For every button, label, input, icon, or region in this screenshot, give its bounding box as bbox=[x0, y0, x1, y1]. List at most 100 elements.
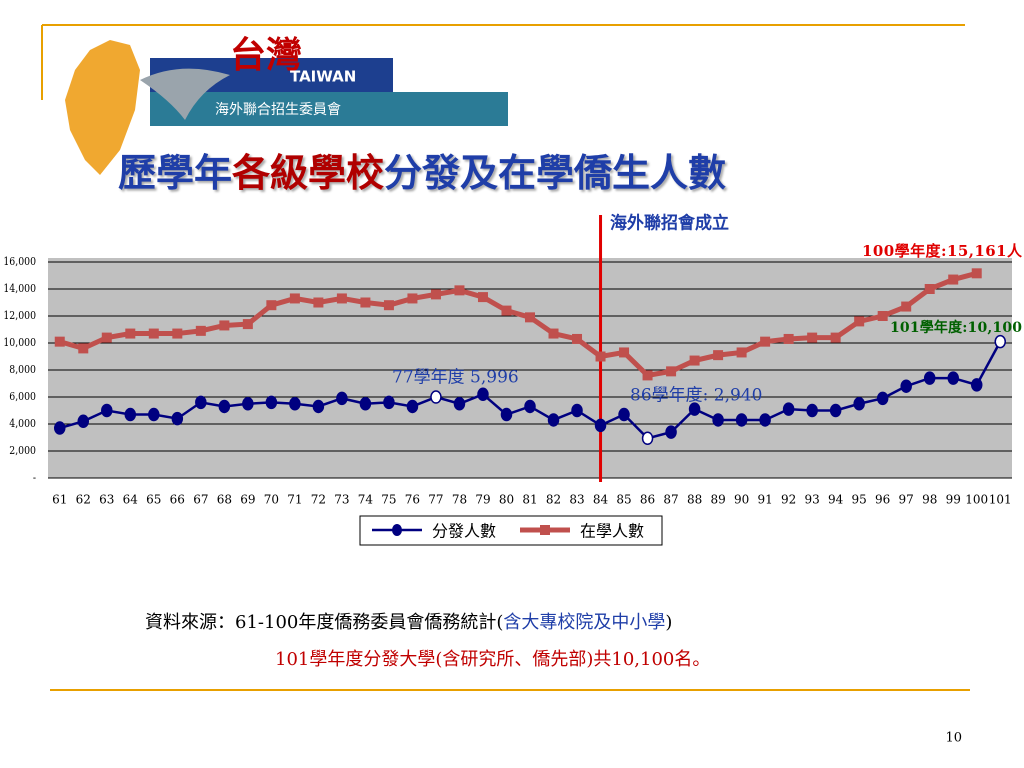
point bbox=[572, 333, 583, 344]
y-tick-label: 8,000 bbox=[9, 365, 36, 377]
x-tick-label: 84 bbox=[593, 493, 609, 507]
point bbox=[665, 425, 677, 439]
point bbox=[360, 297, 371, 308]
x-tick-label: 76 bbox=[405, 493, 420, 507]
point bbox=[619, 347, 630, 358]
x-tick-label: 74 bbox=[358, 493, 374, 507]
point bbox=[125, 328, 136, 339]
point bbox=[195, 395, 207, 410]
legend-label: 分發人數 bbox=[432, 522, 496, 541]
logo-band bbox=[150, 92, 508, 126]
point bbox=[195, 325, 206, 336]
point bbox=[713, 350, 724, 361]
x-tick-label: 75 bbox=[381, 493, 396, 507]
x-tick-label: 63 bbox=[99, 493, 114, 507]
point bbox=[453, 397, 466, 411]
logo-bird bbox=[140, 68, 230, 120]
x-tick-label: 100 bbox=[965, 493, 988, 507]
page-number: 10 bbox=[945, 731, 962, 746]
point bbox=[994, 334, 1006, 349]
x-tick-label: 99 bbox=[946, 493, 961, 507]
point bbox=[712, 413, 724, 427]
point bbox=[735, 413, 748, 427]
point bbox=[876, 391, 889, 406]
point bbox=[760, 336, 771, 347]
point bbox=[547, 413, 560, 427]
point bbox=[124, 407, 137, 422]
point bbox=[77, 414, 90, 429]
point bbox=[477, 292, 488, 303]
point bbox=[641, 431, 654, 446]
source-part: 含大專校院及中小學 bbox=[503, 612, 665, 633]
x-tick-label: 71 bbox=[287, 493, 302, 507]
point bbox=[830, 332, 841, 343]
point bbox=[571, 403, 583, 418]
x-tick-label: 83 bbox=[569, 493, 584, 507]
source-line: 資料來源：61-100年度僑務委員會僑務統計(含大專校院及中小學) bbox=[145, 612, 672, 633]
x-tick-label: 90 bbox=[734, 493, 749, 507]
point bbox=[101, 403, 113, 418]
source-part: 資料來源：61-100年度僑務委員會僑務統計( bbox=[145, 612, 503, 633]
logo-en: TAIWAN bbox=[290, 68, 356, 86]
point bbox=[359, 397, 372, 411]
x-tick-label: 92 bbox=[781, 493, 796, 507]
point bbox=[688, 402, 701, 416]
point bbox=[642, 370, 653, 381]
point bbox=[336, 293, 347, 304]
point bbox=[430, 289, 441, 300]
logo-cn: 台灣 bbox=[230, 34, 302, 76]
y-tick-label: 4,000 bbox=[9, 419, 36, 431]
x-tick-label: 91 bbox=[757, 493, 772, 507]
x-tick-label: 78 bbox=[452, 493, 467, 507]
series-line bbox=[59, 270, 978, 379]
x-tick-label: 89 bbox=[710, 493, 725, 507]
point bbox=[101, 332, 112, 343]
source-part: ) bbox=[665, 612, 672, 633]
y-tick-label: 12,000 bbox=[3, 311, 36, 323]
annotation: 77學年度 5,996 bbox=[392, 368, 519, 388]
y-tick-label: 2,000 bbox=[9, 446, 36, 458]
point bbox=[923, 371, 936, 385]
point bbox=[971, 268, 982, 279]
point bbox=[171, 411, 184, 426]
point bbox=[759, 413, 771, 427]
point bbox=[242, 397, 254, 411]
point bbox=[407, 293, 418, 304]
x-tick-label: 95 bbox=[852, 493, 867, 507]
annotation: 100學年度:15,161人 bbox=[862, 242, 1023, 260]
point bbox=[406, 399, 419, 414]
x-tick-label: 81 bbox=[522, 493, 537, 507]
point bbox=[501, 305, 512, 316]
y-tick-label: 14,000 bbox=[3, 284, 36, 296]
point bbox=[218, 399, 231, 414]
slide-title: 歷學年各級學校分發及在學僑生人數 bbox=[118, 150, 726, 195]
x-tick-label: 97 bbox=[899, 493, 914, 507]
point bbox=[312, 399, 325, 414]
point bbox=[947, 371, 959, 385]
annotation: 101學年度:10,100 bbox=[890, 319, 1022, 336]
point bbox=[854, 316, 865, 327]
x-tick-label: 85 bbox=[616, 493, 631, 507]
point bbox=[806, 403, 818, 418]
point bbox=[54, 336, 65, 347]
x-tick-label: 79 bbox=[475, 493, 490, 507]
point bbox=[618, 407, 630, 422]
x-tick-label: 73 bbox=[334, 493, 349, 507]
point bbox=[266, 300, 277, 311]
x-tick-label: 67 bbox=[193, 493, 208, 507]
point bbox=[289, 397, 301, 411]
x-tick-label: 70 bbox=[264, 493, 279, 507]
point bbox=[454, 285, 465, 296]
point bbox=[525, 312, 535, 323]
y-tick-label: 10,000 bbox=[3, 338, 36, 350]
y-tick-label: - bbox=[33, 473, 36, 485]
source-line: 101學年度分發大學(含研究所、僑先部)共10,100名。 bbox=[275, 649, 710, 670]
point bbox=[948, 274, 959, 285]
point bbox=[595, 351, 606, 362]
legend-swatch bbox=[540, 525, 550, 535]
point bbox=[877, 311, 888, 321]
x-tick-label: 87 bbox=[663, 493, 678, 507]
title-part: 分發及在學僑生人數 bbox=[384, 150, 726, 195]
x-tick-label: 101 bbox=[989, 493, 1012, 507]
